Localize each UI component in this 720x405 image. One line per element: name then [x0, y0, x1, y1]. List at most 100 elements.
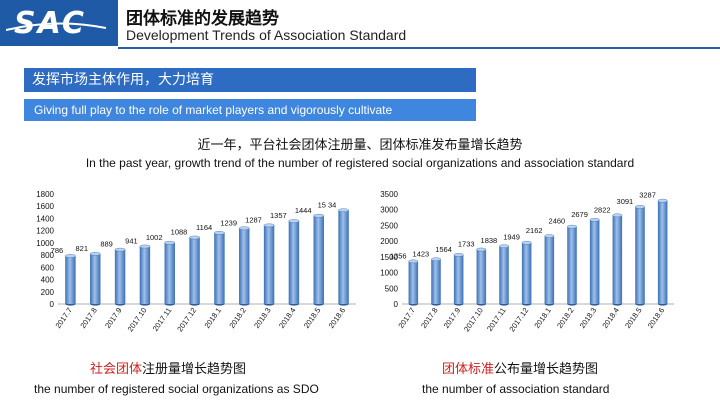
x-tick-label: 2018.5	[302, 306, 323, 330]
banner-cn: 发挥市场主体作用，大力培育	[24, 68, 476, 92]
y-tick-label: 1000	[36, 239, 54, 248]
data-label: 1949	[503, 233, 520, 242]
caption-rest: 公布量增长趋势图	[494, 362, 599, 377]
y-tick-label: 3500	[380, 190, 398, 199]
page-title-cn: 团体标准的发展趋势	[126, 9, 279, 29]
x-tick-label: 2018.6	[327, 306, 348, 330]
data-label: 2460	[549, 217, 566, 226]
bar	[544, 236, 555, 304]
section-subtitle-cn: 近一年，平台社会团体注册量、团体标准发布量增长趋势	[197, 138, 523, 153]
x-tick-label: 2018.2	[555, 306, 576, 330]
x-tick-label: 2017.7	[396, 306, 417, 330]
x-tick-label: 2017.12	[175, 306, 198, 333]
y-tick-label: 800	[41, 251, 55, 260]
bar-cap	[288, 219, 300, 223]
bar	[263, 225, 275, 304]
y-tick-label: 1000	[380, 269, 398, 278]
bar	[338, 210, 349, 304]
association-standard-chart: 0 500 1000 1500 2000 2500 3000 3500 1356 2017.7 14…	[380, 190, 674, 333]
y-tick-label: 500	[385, 284, 399, 293]
bar	[313, 215, 324, 304]
y-tick-label: 1500	[380, 253, 398, 262]
data-label: 1287	[245, 215, 262, 224]
bar	[65, 255, 76, 304]
y-tick-label: 3000	[380, 206, 398, 215]
data-label: 1239	[220, 218, 237, 227]
x-tick-label: 2017.8	[78, 306, 99, 330]
bar	[408, 261, 419, 304]
data-label: 2679	[571, 210, 588, 219]
x-tick-label: 2018.6	[646, 306, 667, 330]
x-tick-label: 2018.4	[600, 306, 621, 330]
caption-highlight: 社会团体	[90, 362, 143, 377]
caption-highlight: 团体标准	[442, 362, 495, 377]
data-label: 1356	[390, 251, 407, 260]
x-tick-label: 2018.2	[227, 306, 248, 330]
logo-text: SAC	[14, 6, 86, 41]
section-subtitle-en: In the past year, growth trend of the nu…	[85, 156, 635, 170]
x-tick-label: 2018.3	[578, 306, 599, 330]
bar-cap	[189, 235, 200, 240]
y-tick-label: 1200	[36, 227, 54, 236]
y-tick-label: 2000	[380, 237, 398, 246]
bar-cap	[114, 247, 126, 252]
x-tick-label: 2017.8	[419, 306, 440, 330]
data-label: 1838	[481, 236, 498, 245]
y-tick-label: 1800	[36, 190, 54, 199]
bar-cap	[453, 253, 464, 257]
x-tick-label: 2018.5	[623, 306, 644, 330]
x-tick-label: 2017.11	[485, 306, 508, 333]
data-label: 821	[76, 244, 89, 253]
bar	[476, 249, 487, 304]
x-tick-label: 2018.1	[203, 306, 224, 330]
bar-cap	[139, 244, 151, 249]
data-label: 3091	[617, 197, 634, 206]
x-tick-label: 2017.10	[126, 306, 149, 333]
bar	[164, 242, 175, 304]
bar	[612, 215, 623, 304]
bar-cap	[65, 254, 76, 258]
y-tick-label: 0	[394, 300, 399, 309]
bar	[589, 219, 600, 304]
bar-cap	[89, 252, 101, 256]
x-tick-label: 2018.3	[252, 306, 273, 330]
logo-swoosh-icon	[6, 22, 106, 31]
y-tick-label: 1600	[36, 202, 54, 211]
y-tick-label: 600	[41, 263, 55, 272]
sac-logo: SAC	[0, 0, 118, 46]
x-tick-label: 2017.12	[507, 306, 530, 333]
bar	[567, 226, 577, 304]
data-label: 1088	[171, 228, 188, 237]
y-tick-label: 2500	[380, 221, 398, 230]
bar-cap	[313, 213, 325, 218]
y-tick-label: 200	[41, 288, 55, 297]
bar	[239, 228, 250, 304]
bar-cap	[521, 240, 532, 245]
data-label: 3287	[639, 191, 656, 200]
bar-cap	[476, 247, 487, 252]
bar	[288, 221, 300, 304]
bar-cap	[635, 205, 645, 209]
bar	[90, 253, 101, 304]
bar-cap	[164, 240, 176, 245]
chart-right-caption-cn: 团体标准公布量增长趋势图	[442, 358, 598, 377]
y-tick-label: 1400	[36, 214, 54, 223]
bar-cap	[338, 208, 349, 213]
bar	[431, 259, 441, 304]
sdo-registration-chart: 0 200 400 600 800 1000 1200 1400 1600 1800 786 2017…	[36, 190, 356, 333]
x-tick-label: 2017.7	[54, 306, 75, 330]
data-label: 1444	[295, 206, 312, 215]
bar-cap	[263, 223, 275, 228]
data-label: 941	[125, 236, 138, 245]
bar	[453, 254, 464, 304]
bar-cap	[657, 198, 668, 203]
data-label: 1733	[458, 240, 475, 249]
bar-cap	[499, 244, 509, 249]
bar-cap	[589, 218, 600, 222]
x-tick-label: 2017.9	[103, 306, 124, 330]
chart-right-caption-en: the number of association standard	[422, 382, 610, 396]
bar	[635, 206, 645, 304]
data-label: 2162	[526, 226, 543, 235]
x-tick-label: 2017.11	[151, 306, 174, 333]
page-title-en: Development Trends of Association Standa…	[126, 27, 407, 43]
